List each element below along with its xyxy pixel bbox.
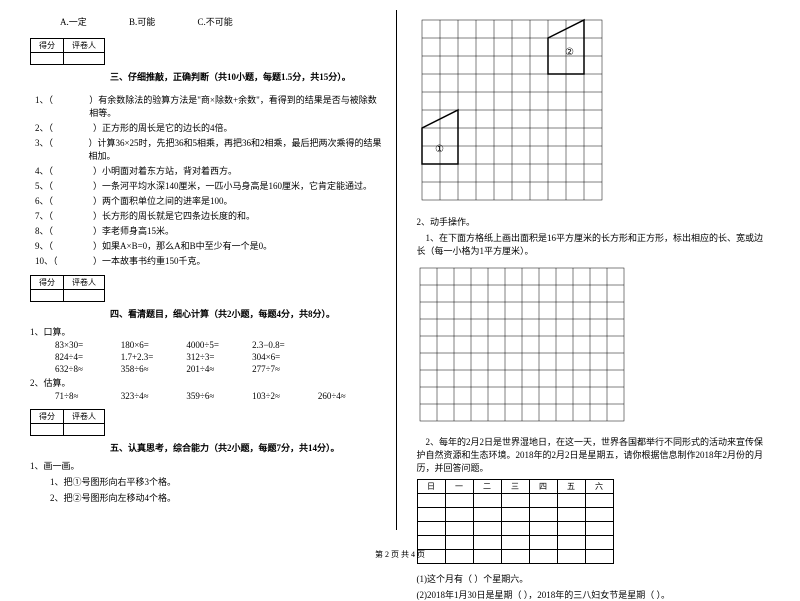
- shape-grid: ① ②: [417, 15, 607, 205]
- shape2-label: ②: [565, 47, 574, 58]
- q-num: 1、（: [35, 93, 61, 119]
- q-text: ）一条河平均水深140厘米，一匹小马身高是160厘米，它肯定能通过。: [93, 179, 372, 192]
- blank-grid: [417, 265, 627, 425]
- q-num: 4、（: [35, 164, 63, 177]
- s5-q1b: 2、把②号图形向左移动4个格。: [50, 491, 384, 504]
- r-q2a: 1、在下面方格纸上画出面积是16平方厘米的长方形和正方形，标出相应的长、宽或边长…: [417, 231, 771, 257]
- score-h2: 评卷人: [64, 39, 105, 53]
- q-text: ）正方形的周长是它的边长的4倍。: [93, 121, 233, 134]
- r-q3b: (2)2018年1月30日是星期（ ），2018年的三八妇女节是星期（ ）。: [417, 588, 771, 601]
- s5-q1: 1、画一画。: [30, 459, 384, 472]
- calc: 71÷8≈: [55, 391, 121, 401]
- calc: 323÷4≈: [121, 391, 187, 401]
- cal-h: 二: [473, 480, 501, 494]
- section4-title: 四、看清题目，细心计算（共2小题，每题4分，共8分）。: [110, 307, 384, 320]
- q-text: ）如果A×B=0，那么A和B中至少有一个是0。: [93, 239, 272, 252]
- q-text: ）一本故事书约重150千克。: [93, 254, 206, 267]
- score-box-3: 得分评卷人: [30, 38, 384, 65]
- section3-list: 1、（ ）有余数除法的验算方法是"商×除数+余数"，看得到的结果是否与被除数相等。…: [35, 93, 384, 267]
- calc: 312÷3=: [186, 352, 252, 362]
- q-num: 2、（: [35, 121, 63, 134]
- cal-h: 四: [529, 480, 557, 494]
- option-row: A.一定 B.可能 C.不可能: [60, 15, 384, 28]
- section3-title: 三、仔细推敲，正确判断（共10小题，每题1.5分，共15分）。: [110, 70, 384, 83]
- q-text: ）李老师身高15米。: [93, 224, 174, 237]
- score-h1: 得分: [31, 410, 64, 424]
- calc: 277÷7≈: [252, 364, 318, 374]
- score-h2: 评卷人: [64, 276, 105, 290]
- page-footer: 第 2 页 共 4 页: [0, 549, 800, 560]
- cal-h: 一: [445, 480, 473, 494]
- score-h1: 得分: [31, 276, 64, 290]
- s4-q2: 2、估算。: [30, 376, 384, 389]
- calc: 2.3−0.8=: [252, 340, 318, 350]
- q-num: 9、（: [35, 239, 63, 252]
- score-h1: 得分: [31, 39, 64, 53]
- q-num: 5、（: [35, 179, 63, 192]
- q-num: 8、（: [35, 224, 63, 237]
- calc: 358÷6≈: [121, 364, 187, 374]
- shape1-label: ①: [435, 144, 444, 155]
- calc: 201÷4≈: [186, 364, 252, 374]
- right-column: ① ② 2、动手操作。 1、在下面方格纸上画出面积是16平方厘米的长方形和正方形…: [412, 10, 771, 530]
- calc: 103÷2≈: [252, 391, 318, 401]
- calc: 359÷6≈: [186, 391, 252, 401]
- cal-h: 日: [417, 480, 445, 494]
- q-text: ）有余数除法的验算方法是"商×除数+余数"，看得到的结果是否与被除数相等。: [89, 93, 383, 119]
- calc: [318, 352, 384, 362]
- calc: 83×30=: [55, 340, 121, 350]
- score-box-4: 得分评卷人: [30, 275, 384, 302]
- r-q3: 2、每年的2月2日是世界湿地日，在这一天，世界各国都举行不同形式的活动来宣传保护…: [417, 435, 771, 474]
- q-num: 6、（: [35, 194, 63, 207]
- q-num: 10、（: [35, 254, 63, 267]
- r-q3a: (1)这个月有（ ）个星期六。: [417, 572, 771, 585]
- calc: 4000÷5=: [186, 340, 252, 350]
- option-c: C.不可能: [198, 17, 233, 27]
- q-text: ）小明面对着东方站，背对着西方。: [93, 164, 237, 177]
- s5-q1a: 1、把①号图形向右平移3个格。: [50, 475, 384, 488]
- q-text: ）长方形的周长就是它四条边长度的和。: [93, 209, 255, 222]
- calc: 1.7+2.3=: [121, 352, 187, 362]
- left-column: A.一定 B.可能 C.不可能 得分评卷人 三、仔细推敲，正确判断（共10小题，…: [30, 10, 397, 530]
- option-a: A.一定: [60, 17, 87, 27]
- score-box-5: 得分评卷人: [30, 409, 384, 436]
- calc-grid: 83×30=180×6=4000÷5=2.3−0.8= 824÷4=1.7+2.…: [55, 340, 384, 374]
- calc: 632÷8≈: [55, 364, 121, 374]
- calc: 824÷4=: [55, 352, 121, 362]
- section5-title: 五、认真思考，综合能力（共2小题，每题7分，共14分）。: [110, 441, 384, 454]
- q-num: 3、（: [35, 136, 61, 162]
- calc: 304×6=: [252, 352, 318, 362]
- q-text: ）计算36×25时，先把36和5相乘，再把36和2相乘，最后把两次乘得的结果相加…: [88, 136, 383, 162]
- calc: 260÷4≈: [318, 391, 384, 401]
- s4-q1: 1、口算。: [30, 325, 384, 338]
- q-text: ）两个面积单位之间的进率是100。: [93, 194, 233, 207]
- cal-h: 三: [501, 480, 529, 494]
- option-b: B.可能: [129, 17, 155, 27]
- calc: 180×6=: [121, 340, 187, 350]
- cal-h: 六: [585, 480, 613, 494]
- calc: [318, 340, 384, 350]
- calc: [318, 364, 384, 374]
- q-num: 7、（: [35, 209, 63, 222]
- r-q2: 2、动手操作。: [417, 215, 771, 228]
- cal-h: 五: [557, 480, 585, 494]
- score-h2: 评卷人: [64, 410, 105, 424]
